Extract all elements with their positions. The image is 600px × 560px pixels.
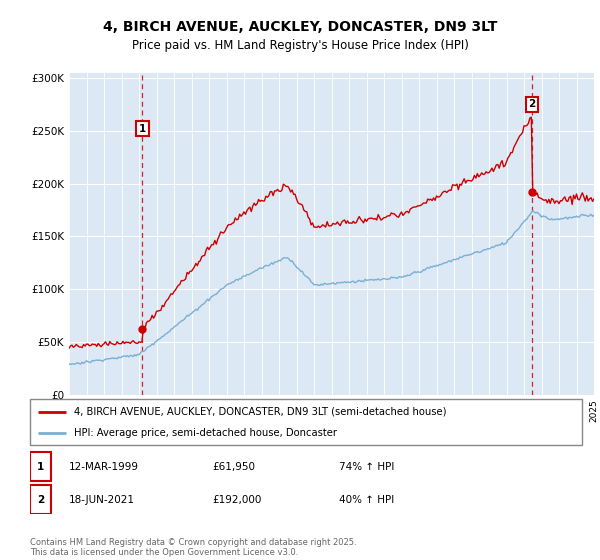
FancyBboxPatch shape — [30, 399, 582, 445]
Text: 4, BIRCH AVENUE, AUCKLEY, DONCASTER, DN9 3LT (semi-detached house): 4, BIRCH AVENUE, AUCKLEY, DONCASTER, DN9… — [74, 407, 446, 417]
Text: HPI: Average price, semi-detached house, Doncaster: HPI: Average price, semi-detached house,… — [74, 428, 337, 438]
Text: 2: 2 — [529, 100, 536, 109]
Text: 40% ↑ HPI: 40% ↑ HPI — [339, 494, 394, 505]
Text: Price paid vs. HM Land Registry's House Price Index (HPI): Price paid vs. HM Land Registry's House … — [131, 39, 469, 53]
Text: £192,000: £192,000 — [212, 494, 262, 505]
Text: 1: 1 — [139, 124, 146, 134]
Text: 1: 1 — [37, 461, 44, 472]
Text: 4, BIRCH AVENUE, AUCKLEY, DONCASTER, DN9 3LT: 4, BIRCH AVENUE, AUCKLEY, DONCASTER, DN9… — [103, 20, 497, 34]
Text: 12-MAR-1999: 12-MAR-1999 — [68, 461, 139, 472]
Text: 74% ↑ HPI: 74% ↑ HPI — [339, 461, 394, 472]
FancyBboxPatch shape — [30, 485, 51, 514]
Text: 18-JUN-2021: 18-JUN-2021 — [68, 494, 134, 505]
Text: £61,950: £61,950 — [212, 461, 255, 472]
Text: Contains HM Land Registry data © Crown copyright and database right 2025.
This d: Contains HM Land Registry data © Crown c… — [30, 538, 356, 557]
Text: 2: 2 — [37, 494, 44, 505]
FancyBboxPatch shape — [30, 452, 51, 481]
